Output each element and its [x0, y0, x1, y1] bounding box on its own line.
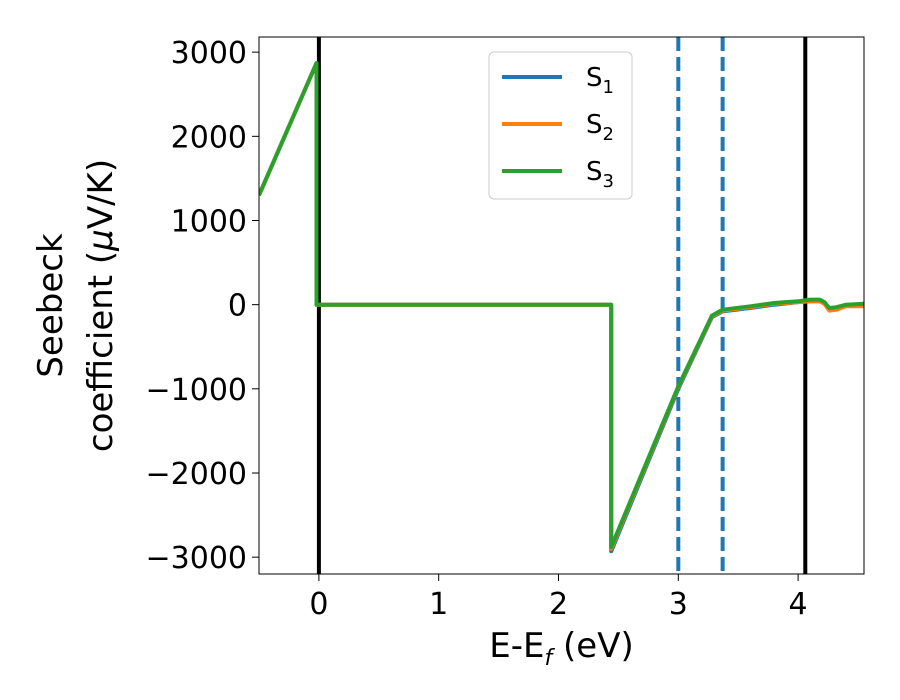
legend-label-s3: S3	[586, 157, 614, 192]
x-axis-label: E-Ef (eV)	[489, 626, 634, 671]
y-axis-label-line2: coefficient (μV/K)	[81, 159, 121, 452]
y-axis-label-line1: Seebeck	[31, 233, 71, 378]
y-tick-label: 3000	[171, 36, 247, 71]
x-tick-label: 3	[669, 587, 688, 622]
legend-label-s1: S1	[586, 63, 614, 98]
x-tick-label: 1	[429, 587, 448, 622]
x-tick-label: 2	[549, 587, 568, 622]
legend-label-s2: S2	[586, 110, 614, 145]
y-tick-label: 1000	[171, 204, 247, 239]
y-tick-label: −3000	[146, 541, 247, 576]
x-tick-label: 0	[309, 587, 328, 622]
x-axis-label-main: E-E	[489, 626, 544, 666]
x-tick-label: 4	[789, 587, 808, 622]
y-tick-label: −1000	[146, 373, 247, 408]
x-axis-label-unit: (eV)	[552, 626, 634, 666]
plot-frame	[258, 36, 865, 575]
y-axis-label-mu: μ	[81, 229, 121, 252]
x-axis-label-sub: f	[544, 646, 555, 671]
series-line-s3	[259, 61, 864, 550]
legend: S1 S2 S3	[488, 51, 633, 200]
y-tick-label: 2000	[171, 120, 247, 155]
y-tick-label: 0	[228, 289, 247, 324]
y-tick-label: −2000	[146, 457, 247, 492]
